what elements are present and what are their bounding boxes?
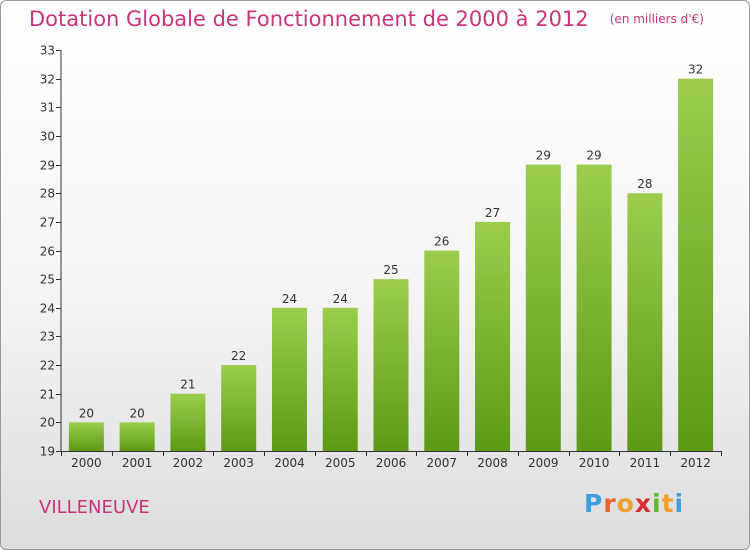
y-tick-label: 21 [40, 388, 55, 402]
bar-value-label: 29 [536, 149, 551, 163]
logo-letter: t [661, 489, 675, 518]
x-tick-label: 2005 [325, 456, 356, 470]
bar-value-label: 20 [130, 406, 145, 420]
bar [221, 365, 257, 451]
unit-label: (en milliers d'€) [609, 12, 704, 26]
y-axis: 19 20 21 22 23 24 25 26 27 28 29 30 31 32 33 [40, 44, 62, 459]
bar [119, 422, 155, 451]
x-tick-label: 2006 [376, 456, 407, 470]
bar [373, 279, 409, 451]
x-tick-label: 2001 [122, 456, 153, 470]
y-tick-label: 19 [40, 445, 55, 459]
x-tick-label: 2010 [579, 456, 610, 470]
y-tick-label: 30 [40, 130, 55, 144]
bar [576, 164, 612, 452]
x-tick-label: 2012 [680, 456, 711, 470]
y-tick-label: 29 [40, 159, 55, 173]
x-tick-label: 2002 [173, 456, 204, 470]
bar [170, 393, 206, 451]
bar [525, 164, 561, 452]
logo-letter: r [603, 489, 617, 518]
y-tick-label: 24 [40, 302, 55, 316]
bar-value-label: 29 [586, 149, 601, 163]
x-tick-label: 2003 [223, 456, 254, 470]
bars: 20 20 21 22 24 24 25 26 27 29 29 28 32 [68, 63, 714, 452]
x-axis: 2000 2001 2002 2003 2004 2005 2006 2007 2008 2009… [61, 451, 722, 470]
proxiti-logo: Proxiti [584, 489, 684, 518]
bar-value-label: 25 [383, 263, 398, 277]
y-tick-label: 31 [40, 101, 55, 115]
x-tick-label: 2008 [477, 456, 508, 470]
bar-value-label: 32 [688, 63, 703, 77]
bar [322, 307, 358, 451]
chart-title: Dotation Globale de Fonctionnement de 20… [29, 7, 589, 31]
y-tick-label: 28 [40, 187, 55, 201]
logo-letter: i [652, 489, 662, 518]
y-tick-label: 22 [40, 359, 55, 373]
bar-value-label: 28 [637, 177, 652, 191]
y-tick-label: 32 [40, 73, 55, 87]
bar [424, 250, 460, 451]
bar-value-label: 24 [282, 292, 297, 306]
x-tick-label: 2009 [528, 456, 559, 470]
logo-letter: i [674, 489, 685, 518]
bar [627, 193, 663, 451]
bar [68, 422, 104, 451]
commune-name: VILLENEUVE [39, 497, 150, 518]
logo-letter: P [584, 489, 604, 518]
bar-value-label: 27 [485, 206, 500, 220]
bar [475, 221, 511, 451]
bar-value-label: 20 [79, 406, 94, 420]
logo-letter: o [616, 489, 635, 518]
y-tick-label: 23 [40, 330, 55, 344]
x-tick-label: 2004 [274, 456, 305, 470]
logo-letter: x [634, 489, 652, 518]
bar-value-label: 26 [434, 235, 449, 249]
y-tick-label: 26 [40, 245, 55, 259]
bar [678, 78, 714, 452]
bar [271, 307, 307, 451]
title-row: Dotation Globale de Fonctionnement de 20… [29, 7, 704, 31]
bar-value-label: 21 [180, 378, 195, 392]
y-tick-label: 25 [40, 273, 55, 287]
x-tick-label: 2000 [71, 456, 102, 470]
x-tick-label: 2011 [630, 456, 661, 470]
x-tick-label: 2007 [426, 456, 457, 470]
y-tick-label: 27 [40, 216, 55, 230]
y-tick-label: 33 [40, 44, 55, 58]
y-tick-label: 20 [40, 416, 55, 430]
bar-value-label: 24 [333, 292, 348, 306]
bar-value-label: 22 [231, 349, 246, 363]
